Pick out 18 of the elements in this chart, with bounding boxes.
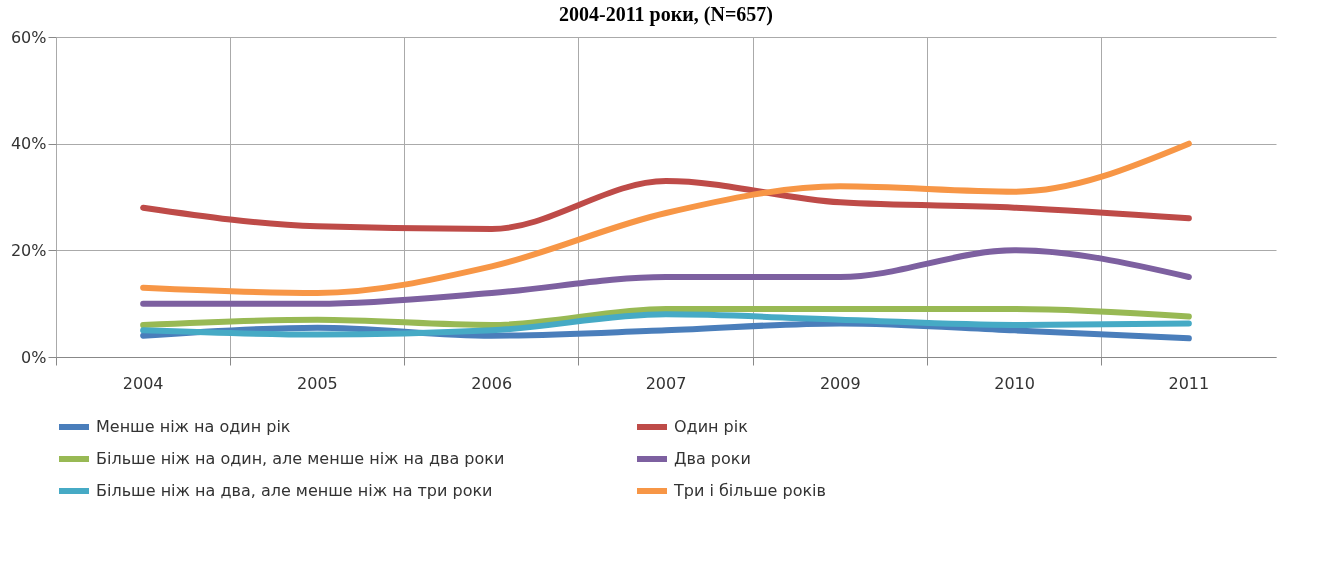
x-tick-label: 2005 [297, 373, 338, 393]
legend-label: Менше ніж на один рік [96, 417, 291, 436]
x-tick-label: 2007 [645, 373, 687, 393]
y-tick-label: 40% [10, 134, 47, 154]
legend-label: Один рік [674, 417, 749, 436]
legend-label: Два роки [674, 449, 751, 468]
chart-title: 2004-2011 роки, (N=657) [559, 3, 773, 26]
x-tick-label: 2010 [994, 373, 1035, 393]
x-tick-label: 2006 [471, 373, 513, 393]
legend-label: Більше ніж на два, але менше ніж на три роки [96, 481, 493, 500]
legend-label: Три і більше років [673, 481, 826, 500]
y-tick-label: 20% [10, 240, 47, 260]
y-tick-label: 0% [21, 347, 47, 367]
legend-label: Більше ніж на один, але менше ніж на два роки [96, 449, 505, 468]
x-tick-label: 2011 [1168, 373, 1210, 393]
x-tick-label: 2009 [819, 373, 861, 393]
y-tick-label: 60% [10, 27, 47, 47]
x-tick-label: 2004 [122, 373, 164, 393]
